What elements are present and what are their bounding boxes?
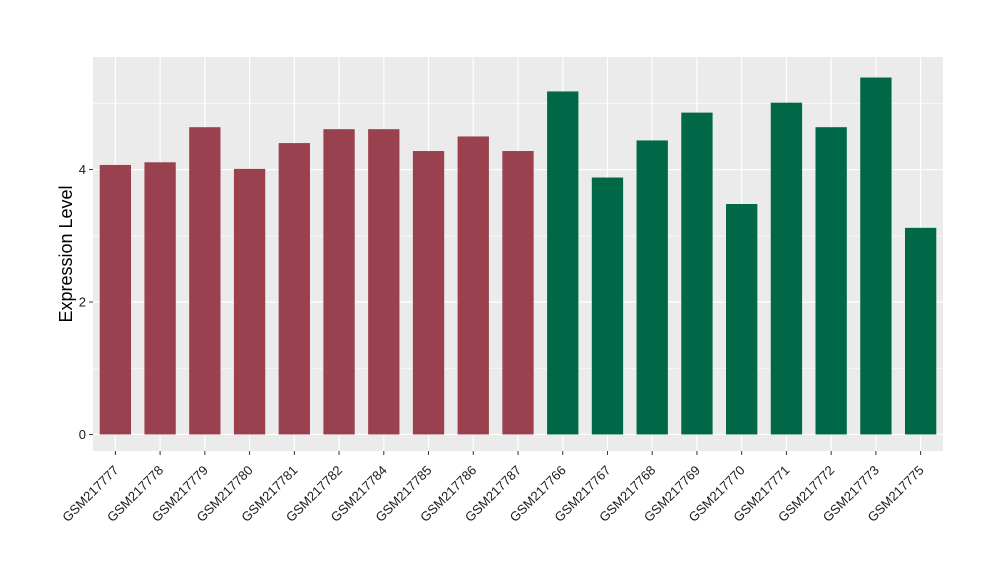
bar-GSM217784 (368, 129, 400, 435)
y-axis: 0 2 4 (79, 162, 93, 442)
y-tick-label: 0 (79, 427, 86, 442)
bar-GSM217768 (636, 140, 668, 435)
bar-GSM217773 (860, 77, 892, 435)
bar-GSM217786 (457, 136, 489, 435)
bar-GSM217772 (815, 127, 847, 435)
bar-GSM217780 (233, 168, 266, 435)
bar-GSM217778 (144, 162, 176, 435)
bar-GSM217787 (502, 151, 534, 435)
bar-GSM217775 (904, 227, 937, 435)
bar-GSM217777 (99, 164, 132, 435)
bar-GSM217779 (189, 127, 221, 435)
bar-GSM217766 (547, 91, 579, 435)
y-tick-label: 4 (79, 162, 86, 177)
bar-GSM217782 (323, 129, 355, 435)
bars (99, 77, 937, 435)
y-tick-label: 2 (79, 295, 86, 310)
x-axis: GSM217777GSM217778GSM217779GSM217780GSM2… (59, 451, 927, 525)
bar-GSM217770 (726, 204, 758, 435)
bar-GSM217771 (770, 102, 803, 435)
bar-GSM217785 (412, 151, 445, 435)
bar-GSM217767 (591, 177, 624, 435)
y-axis-title: Expression Level (56, 185, 76, 322)
bar-GSM217769 (681, 112, 713, 435)
bar-GSM217781 (278, 143, 310, 435)
